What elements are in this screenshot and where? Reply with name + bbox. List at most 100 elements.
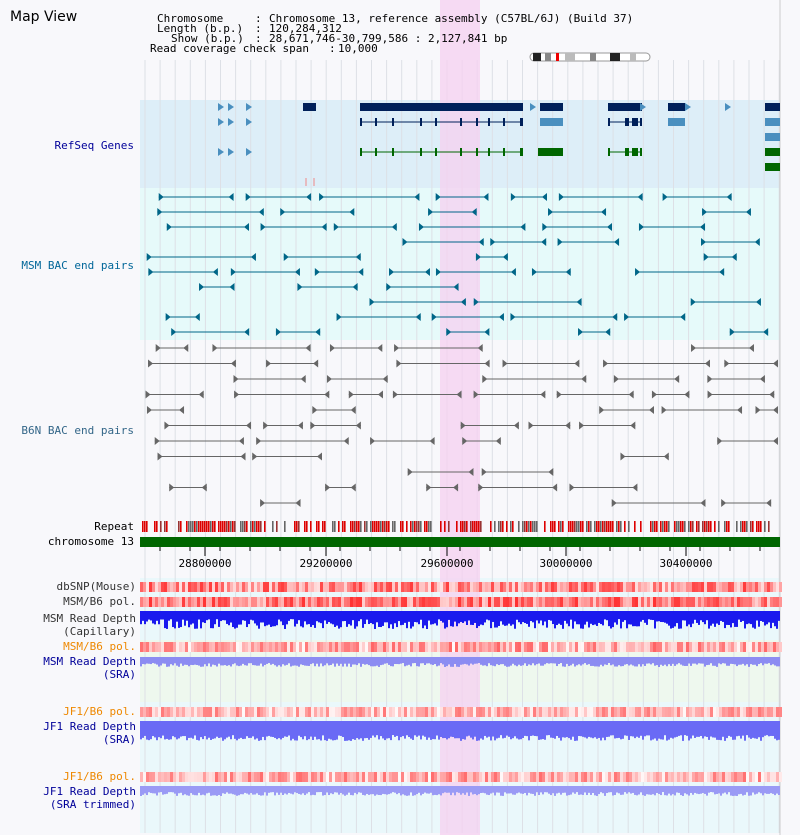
- depth-bar: [704, 657, 706, 667]
- msm-bac-end-icon: [355, 253, 361, 261]
- depth-bar: [292, 786, 294, 795]
- depth-bar: [364, 721, 366, 739]
- heat-cell: [593, 597, 596, 607]
- track-label-jf1-read-trim-1[interactable]: JF1 Read Depth: [43, 785, 136, 798]
- heat-cell: [419, 772, 422, 782]
- depth-bar: [490, 721, 492, 741]
- gene-exon: [375, 148, 377, 156]
- depth-bar: [388, 657, 390, 665]
- depth-bar: [462, 611, 464, 623]
- track-label-dbsnp[interactable]: dbSNP(Mouse): [56, 580, 136, 593]
- depth-bar: [628, 786, 630, 793]
- heat-cell: [686, 642, 689, 652]
- depth-bar: [328, 611, 330, 623]
- heat-cell: [302, 772, 305, 782]
- depth-bar: [616, 786, 618, 793]
- repeat-mark: [662, 521, 664, 532]
- depth-bar: [636, 657, 638, 667]
- b6n-bac-end-icon: [382, 375, 388, 383]
- depth-bar: [496, 786, 498, 793]
- heat-cell: [458, 597, 461, 607]
- track-label-jf1-b6-pol-1[interactable]: JF1/B6 pol.: [63, 705, 136, 718]
- depth-bar: [560, 657, 562, 664]
- b6n-bac-end-icon: [164, 421, 170, 430]
- b6n-bac-end-icon: [599, 406, 605, 414]
- depth-bar: [276, 721, 278, 740]
- depth-bar: [408, 611, 410, 622]
- msm-bac-end-icon: [157, 208, 163, 216]
- depth-bar: [182, 721, 184, 737]
- track-label-msm-read-sra-1[interactable]: MSM Read Depth: [43, 655, 136, 668]
- ideogram-band: [565, 53, 575, 61]
- track-label-msm-read-capillary-2: (Capillary): [63, 625, 136, 638]
- depth-bar: [346, 657, 348, 667]
- depth-bar: [200, 611, 202, 629]
- depth-bar: [228, 657, 230, 666]
- heat-cell: [659, 772, 662, 782]
- track-label-repeat[interactable]: Repeat: [94, 520, 134, 533]
- track-label-msm-read-capillary-1[interactable]: MSM Read Depth: [43, 612, 136, 625]
- depth-bar: [496, 611, 498, 628]
- gene-exon: [608, 118, 610, 126]
- b6n-bac-end-icon: [748, 344, 754, 352]
- heat-cell: [560, 597, 563, 607]
- heat-cell: [602, 642, 605, 652]
- heat-cell: [443, 582, 446, 592]
- depth-bar: [168, 786, 170, 793]
- depth-bar: [734, 611, 736, 627]
- depth-bar: [734, 786, 736, 796]
- track-label-msm-b6-pol-1[interactable]: MSM/B6 pol.: [63, 595, 136, 608]
- b6n-bac-end-icon: [300, 375, 306, 383]
- b6n-bac-end-icon: [183, 344, 189, 352]
- depth-bar: [234, 721, 236, 739]
- b6n-bac-end-icon: [502, 359, 508, 368]
- heat-cell: [746, 707, 749, 717]
- heat-cell: [626, 597, 629, 607]
- repeat-mark: [186, 521, 188, 532]
- depth-bar: [186, 657, 188, 665]
- repeat-mark: [272, 521, 274, 532]
- gene-arrow-icon: [640, 103, 646, 111]
- repeat-mark: [576, 521, 578, 532]
- track-label-chromosome[interactable]: chromosome 13: [47, 535, 134, 548]
- depth-bar: [320, 786, 322, 793]
- track-label-msm-bac[interactable]: MSM BAC end pairs: [21, 259, 134, 272]
- track-label-b6n-bac[interactable]: B6N BAC end pairs: [21, 424, 134, 437]
- heat-cell: [674, 582, 677, 592]
- depth-bar: [470, 611, 472, 625]
- track-label-jf1-b6-pol-2[interactable]: JF1/B6 pol.: [63, 770, 136, 783]
- depth-bar: [376, 786, 378, 795]
- heat-cell: [710, 707, 713, 717]
- heat-cell: [494, 707, 497, 717]
- depth-bar: [224, 611, 226, 621]
- depth-bar: [762, 721, 764, 738]
- repeat-mark: [572, 521, 574, 532]
- track-label-jf1-read-sra-1[interactable]: JF1 Read Depth: [43, 720, 136, 733]
- repeat-mark: [462, 521, 464, 532]
- heat-cell: [608, 707, 611, 717]
- track-label-msm-b6-pol-2[interactable]: MSM/B6 pol.: [63, 640, 136, 653]
- depth-bar: [232, 721, 234, 736]
- heat-cell: [224, 642, 227, 652]
- heat-cell: [557, 642, 560, 652]
- repeat-mark: [544, 521, 546, 532]
- depth-bar: [386, 657, 388, 664]
- depth-bar: [398, 721, 400, 741]
- heat-cell: [488, 642, 491, 652]
- heat-cell: [341, 597, 344, 607]
- b6n-bac-end-icon: [256, 437, 262, 445]
- gene-arrow-icon: [246, 118, 252, 126]
- depth-bar: [208, 786, 210, 793]
- b6n-bac-end-icon: [773, 359, 778, 368]
- heat-cell: [161, 582, 164, 592]
- b6n-bac-end-icon: [355, 421, 361, 430]
- track-label-refseq[interactable]: RefSeq Genes: [54, 139, 134, 152]
- depth-bar: [542, 786, 544, 795]
- heat-cell: [152, 772, 155, 782]
- heat-cell: [230, 642, 233, 652]
- heat-cell: [617, 707, 620, 717]
- heat-cell: [752, 707, 755, 717]
- depth-bar: [350, 786, 352, 796]
- depth-bar: [324, 611, 326, 621]
